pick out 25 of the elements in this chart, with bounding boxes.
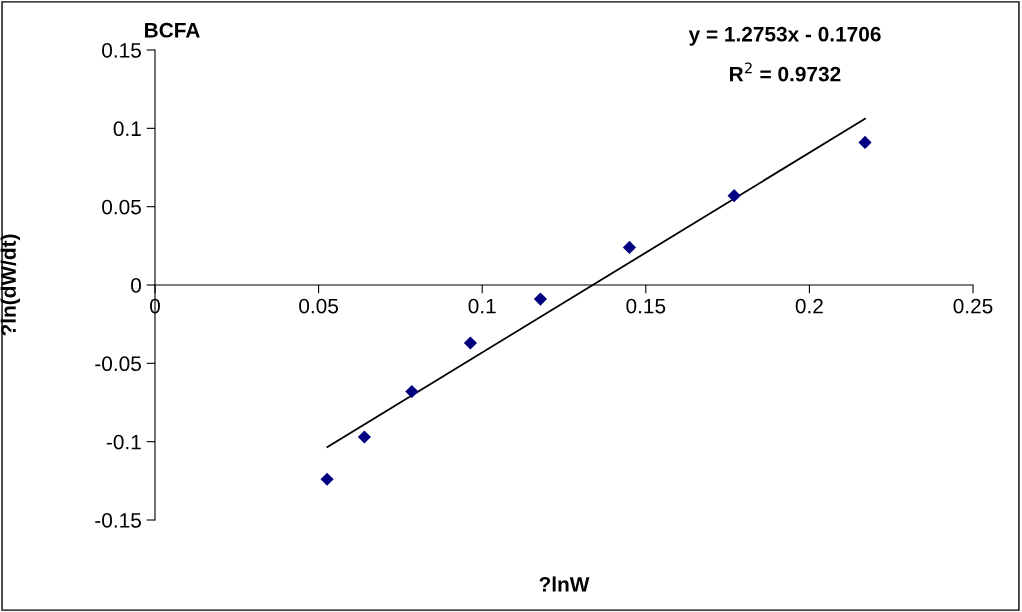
x-tick-label: 0.2 bbox=[795, 298, 823, 314]
y-tick-label: -0.1 bbox=[106, 434, 141, 450]
x-tick-label: 0.05 bbox=[299, 298, 338, 314]
point bbox=[727, 189, 741, 203]
point bbox=[357, 430, 371, 444]
x-tick-label: 0.15 bbox=[626, 298, 666, 314]
point bbox=[858, 135, 872, 150]
point bbox=[463, 336, 478, 350]
x-tick-label: 0.1 bbox=[468, 298, 496, 314]
point bbox=[622, 240, 637, 254]
x-axis-title: ?lnW bbox=[539, 576, 590, 592]
y-tick-label: 0.05 bbox=[102, 199, 141, 215]
y-tick-label: 0 bbox=[131, 278, 141, 293]
y-tick-label: -0.05 bbox=[95, 356, 141, 372]
y-tick-label: 0.1 bbox=[113, 121, 141, 137]
y-tick-label: -0.15 bbox=[95, 513, 141, 528]
point bbox=[533, 292, 548, 306]
point bbox=[320, 472, 334, 486]
y-axis-title: ?ln(dW/dt) bbox=[0, 234, 21, 336]
text: y = 1.2753x - 0.1706 bbox=[688, 26, 881, 46]
annotation: R$^{2}$ = 0.9732 bbox=[730, 62, 841, 82]
chart-title: BCFA bbox=[145, 22, 200, 38]
y-tick-label: 0.15 bbox=[102, 43, 141, 58]
point bbox=[405, 384, 419, 399]
x-tick-label: 0.25 bbox=[953, 298, 993, 314]
